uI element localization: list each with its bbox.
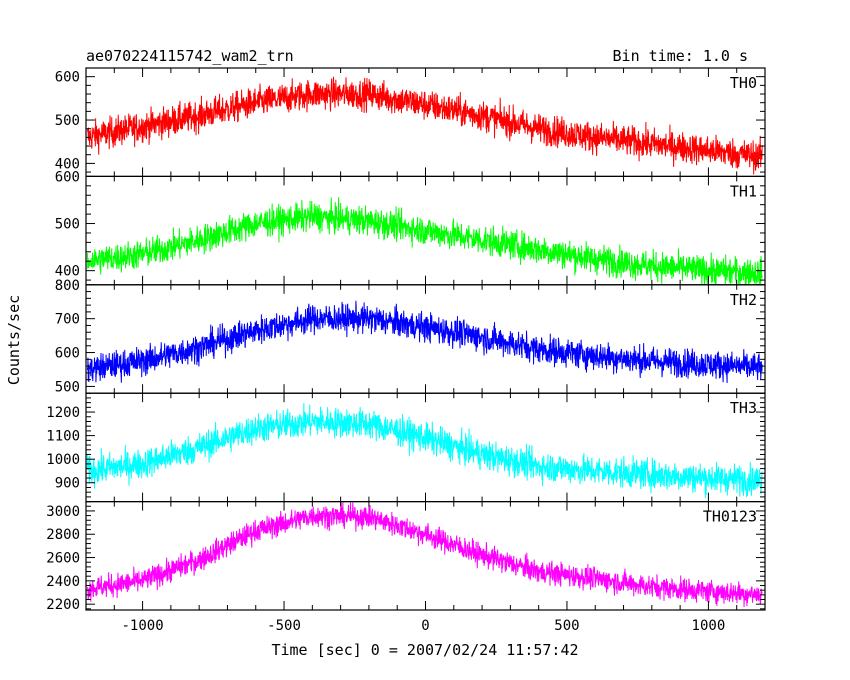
x-tick-label: 1000 (692, 618, 726, 634)
series-line-th0 (86, 76, 763, 175)
y-tick-label: 500 (55, 379, 80, 395)
panel-label-th2: TH2 (730, 291, 757, 309)
y-tick-label: 2400 (46, 574, 80, 590)
series-line-th0123 (86, 501, 763, 608)
x-tick-label: -500 (267, 618, 301, 634)
series-line-th2 (86, 300, 763, 383)
panel-frame-th2 (85, 284, 766, 394)
y-tick-label: 700 (55, 312, 80, 328)
y-tick-label: 400 (55, 264, 80, 280)
y-tick-label: 1100 (46, 429, 80, 445)
y-tick-label: 1200 (46, 405, 80, 421)
series-line-th1 (86, 197, 763, 285)
panels-group: TH0 400 500 600 TH1 400 500 600 TH2 500 600 700 800 T… (46, 67, 766, 634)
x-tick-label: 0 (421, 618, 429, 634)
y-tick-label: 2600 (46, 551, 80, 567)
y-tick-label: 3000 (46, 504, 80, 520)
y-tick-label: 500 (55, 217, 80, 233)
y-tick-label: 600 (55, 346, 80, 362)
x-tick-label: 500 (554, 618, 579, 634)
panel-label-th1: TH1 (730, 182, 757, 200)
y-tick-label: 1000 (46, 452, 80, 468)
series-line-th3 (86, 403, 763, 499)
y-tick-label: 600 (55, 169, 80, 185)
x-tick-label: -1000 (122, 618, 164, 634)
y-tick-label: 2800 (46, 527, 80, 543)
x-axis-label: Time [sec] 0 = 2007/02/24 11:57:42 (271, 641, 578, 659)
y-axis-label: Counts/sec (5, 295, 23, 385)
panel-label-th0123: TH0123 (703, 508, 757, 526)
panel-frame-th0123 (85, 501, 766, 611)
y-tick-label: 800 (55, 278, 80, 294)
y-tick-label: 2200 (46, 597, 80, 613)
y-tick-label: 500 (55, 113, 80, 129)
panel-label-th3: TH3 (730, 399, 757, 417)
y-tick-label: 400 (55, 156, 80, 172)
y-tick-label: 900 (55, 476, 80, 492)
chart-title: ae070224115742_wam2_trn (86, 47, 294, 65)
y-tick-label: 600 (55, 70, 80, 86)
panel-label-th0: TH0 (730, 74, 757, 92)
chart-subtitle: Bin time: 1.0 s (613, 47, 748, 65)
